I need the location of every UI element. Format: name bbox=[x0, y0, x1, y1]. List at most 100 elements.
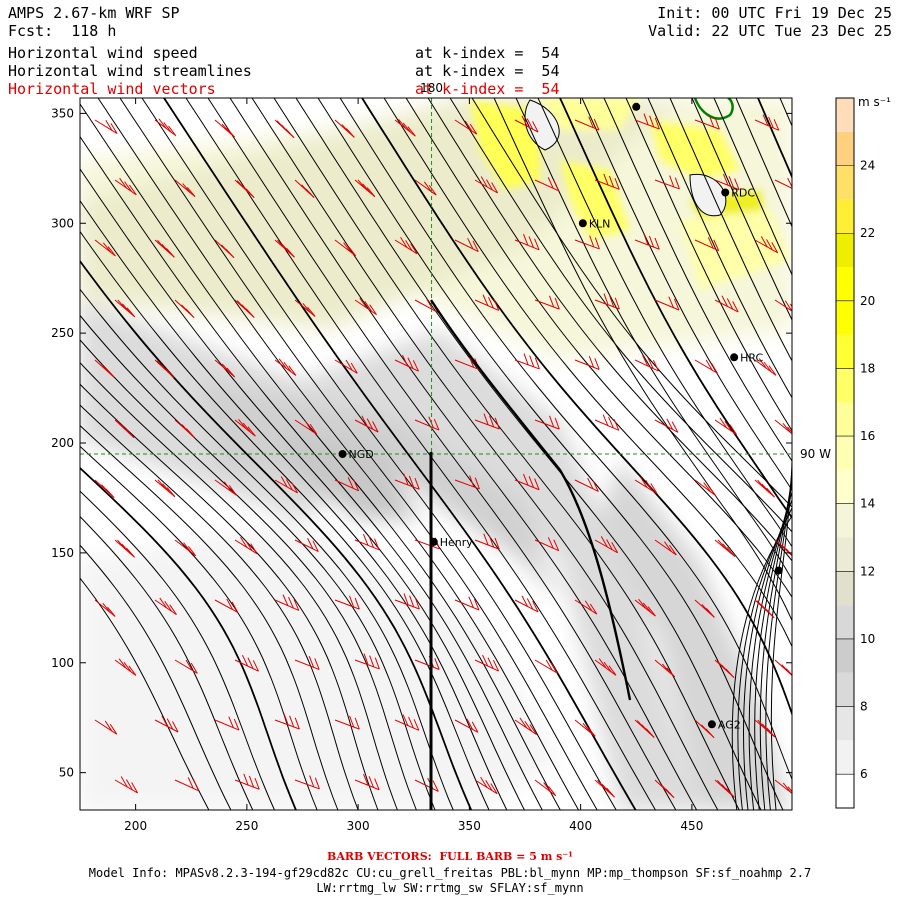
wind-barb bbox=[694, 237, 720, 252]
streamline bbox=[80, 490, 276, 810]
wind-barb bbox=[654, 539, 677, 556]
wind-barb bbox=[94, 599, 116, 617]
streamline bbox=[735, 98, 792, 228]
wind-barb bbox=[234, 654, 259, 672]
wind-barb bbox=[234, 536, 258, 555]
wind-barb bbox=[594, 536, 619, 554]
wind-barb bbox=[514, 717, 537, 735]
wind-barb bbox=[714, 417, 737, 435]
streamline bbox=[80, 361, 398, 810]
streamline bbox=[427, 98, 792, 562]
colorbar-label: 10 bbox=[860, 632, 875, 646]
streamline bbox=[80, 424, 339, 810]
wind-barb bbox=[294, 299, 316, 317]
wind-barb bbox=[634, 598, 656, 617]
wind-barb bbox=[454, 237, 479, 253]
streamline bbox=[731, 515, 792, 810]
colorbar-label: 14 bbox=[860, 497, 875, 511]
colorbar-bin bbox=[836, 740, 854, 775]
station-label: AG2 bbox=[718, 718, 741, 731]
wind-barb bbox=[574, 355, 600, 370]
streamline bbox=[119, 98, 598, 810]
colorbar-bin bbox=[836, 774, 854, 808]
wind-barb bbox=[594, 658, 617, 676]
wind-barb bbox=[154, 118, 177, 137]
wind-barb bbox=[454, 596, 480, 611]
colorbar-bin bbox=[836, 131, 854, 166]
colorbar-bin bbox=[836, 165, 854, 200]
wind-barb bbox=[534, 659, 558, 674]
wind-barb bbox=[594, 779, 615, 798]
wind-barb bbox=[754, 358, 777, 376]
wind-barb bbox=[234, 299, 255, 318]
parallel-label: 90 W bbox=[800, 447, 831, 461]
wind-barb bbox=[534, 537, 560, 552]
colorbar-label: 16 bbox=[860, 429, 875, 443]
wind-barb bbox=[214, 359, 236, 378]
wind-barb bbox=[714, 779, 735, 798]
wind-barb bbox=[334, 239, 357, 257]
streamline bbox=[80, 135, 543, 810]
wind-barb bbox=[174, 539, 197, 557]
colorbar-bin bbox=[836, 706, 854, 741]
wind-barb bbox=[634, 233, 660, 250]
x-tick-label: 200 bbox=[124, 819, 147, 833]
streamline bbox=[80, 383, 379, 810]
colorbar-label: 18 bbox=[860, 361, 875, 375]
wind-barb bbox=[274, 594, 300, 611]
wind-barb bbox=[474, 294, 500, 311]
wind-barb bbox=[514, 233, 540, 251]
streamline bbox=[361, 98, 792, 717]
streamline bbox=[691, 98, 792, 321]
wind-barb bbox=[474, 654, 499, 672]
streamline bbox=[515, 98, 792, 581]
wind-barb bbox=[274, 119, 295, 139]
y-tick-label: 350 bbox=[51, 106, 74, 120]
wind-barb bbox=[94, 239, 116, 257]
wind-barb bbox=[474, 413, 500, 430]
wind-barb bbox=[394, 593, 420, 610]
wind-barb bbox=[534, 779, 557, 797]
wind-barb bbox=[534, 177, 560, 192]
y-tick-label: 200 bbox=[51, 436, 74, 450]
wind-barb bbox=[514, 595, 539, 613]
wind-barb bbox=[154, 359, 175, 379]
x-tick-label: 350 bbox=[458, 819, 481, 833]
wind-barb bbox=[214, 716, 240, 731]
station-marker bbox=[721, 188, 730, 197]
wind-barb bbox=[94, 479, 115, 498]
field-name-speed: Horizontal wind speed bbox=[8, 44, 198, 62]
wind-barb bbox=[694, 115, 720, 130]
colorbar-label: 8 bbox=[860, 700, 868, 714]
wind-barb bbox=[354, 533, 380, 551]
wind-barb bbox=[654, 296, 680, 311]
forecast-hour: Fcst: 118 h bbox=[8, 22, 117, 40]
wind-barb bbox=[574, 116, 600, 131]
wind-barb bbox=[534, 295, 560, 310]
wind-barb bbox=[94, 359, 115, 378]
colorbar-bin bbox=[836, 98, 854, 132]
wind-barb bbox=[514, 473, 540, 491]
colorbar-label: 22 bbox=[860, 226, 875, 240]
streamline bbox=[737, 507, 792, 810]
streamline bbox=[559, 98, 792, 520]
y-tick-label: 50 bbox=[59, 766, 74, 780]
wind-barb bbox=[174, 299, 195, 319]
station-label: Henry bbox=[440, 536, 474, 549]
wind-barb bbox=[394, 236, 418, 255]
station-marker bbox=[578, 219, 587, 228]
colorbar-bin bbox=[836, 199, 854, 234]
streamline bbox=[273, 98, 740, 810]
wind-barb bbox=[454, 475, 480, 490]
streamline bbox=[537, 98, 792, 548]
wind-barb bbox=[774, 177, 792, 189]
wind-barb bbox=[594, 414, 620, 431]
wind-barb bbox=[94, 119, 118, 135]
wind-barb bbox=[634, 476, 658, 495]
streamline bbox=[471, 98, 792, 508]
wind-barb bbox=[654, 418, 679, 433]
field-level-vectors: at k-index = 54 bbox=[415, 80, 560, 98]
streamline bbox=[449, 98, 792, 533]
streamline bbox=[80, 103, 561, 810]
